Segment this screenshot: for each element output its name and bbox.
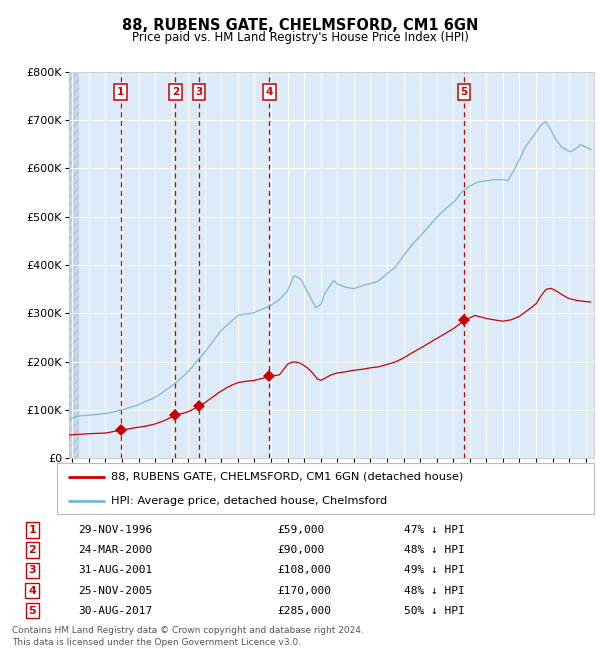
Text: £59,000: £59,000 xyxy=(277,525,324,535)
Text: 2: 2 xyxy=(172,87,179,97)
Text: 2: 2 xyxy=(28,545,36,555)
Text: 48% ↓ HPI: 48% ↓ HPI xyxy=(404,586,464,595)
Text: 3: 3 xyxy=(28,566,36,575)
Text: Contains HM Land Registry data © Crown copyright and database right 2024.
This d: Contains HM Land Registry data © Crown c… xyxy=(12,626,364,647)
Text: 5: 5 xyxy=(28,606,36,616)
Text: 25-NOV-2005: 25-NOV-2005 xyxy=(78,586,152,595)
Text: 4: 4 xyxy=(266,87,273,97)
Text: 50% ↓ HPI: 50% ↓ HPI xyxy=(404,606,464,616)
Bar xyxy=(69,72,79,458)
Text: 1: 1 xyxy=(117,87,124,97)
Text: £170,000: £170,000 xyxy=(277,586,331,595)
Text: 88, RUBENS GATE, CHELMSFORD, CM1 6GN: 88, RUBENS GATE, CHELMSFORD, CM1 6GN xyxy=(122,18,478,33)
Text: £90,000: £90,000 xyxy=(277,545,324,555)
Text: Price paid vs. HM Land Registry's House Price Index (HPI): Price paid vs. HM Land Registry's House … xyxy=(131,31,469,44)
Text: £285,000: £285,000 xyxy=(277,606,331,616)
Text: 88, RUBENS GATE, CHELMSFORD, CM1 6GN (detached house): 88, RUBENS GATE, CHELMSFORD, CM1 6GN (de… xyxy=(110,472,463,482)
Text: 47% ↓ HPI: 47% ↓ HPI xyxy=(404,525,464,535)
Text: 30-AUG-2017: 30-AUG-2017 xyxy=(78,606,152,616)
Text: 49% ↓ HPI: 49% ↓ HPI xyxy=(404,566,464,575)
Text: 24-MAR-2000: 24-MAR-2000 xyxy=(78,545,152,555)
Text: 31-AUG-2001: 31-AUG-2001 xyxy=(78,566,152,575)
Text: 4: 4 xyxy=(28,586,36,595)
Text: 1: 1 xyxy=(28,525,36,535)
FancyBboxPatch shape xyxy=(57,463,594,514)
Text: 5: 5 xyxy=(461,87,468,97)
Text: £108,000: £108,000 xyxy=(277,566,331,575)
Text: 29-NOV-1996: 29-NOV-1996 xyxy=(78,525,152,535)
Text: HPI: Average price, detached house, Chelmsford: HPI: Average price, detached house, Chel… xyxy=(110,496,387,506)
Text: 48% ↓ HPI: 48% ↓ HPI xyxy=(404,545,464,555)
Text: 3: 3 xyxy=(196,87,203,97)
Bar xyxy=(69,72,79,458)
